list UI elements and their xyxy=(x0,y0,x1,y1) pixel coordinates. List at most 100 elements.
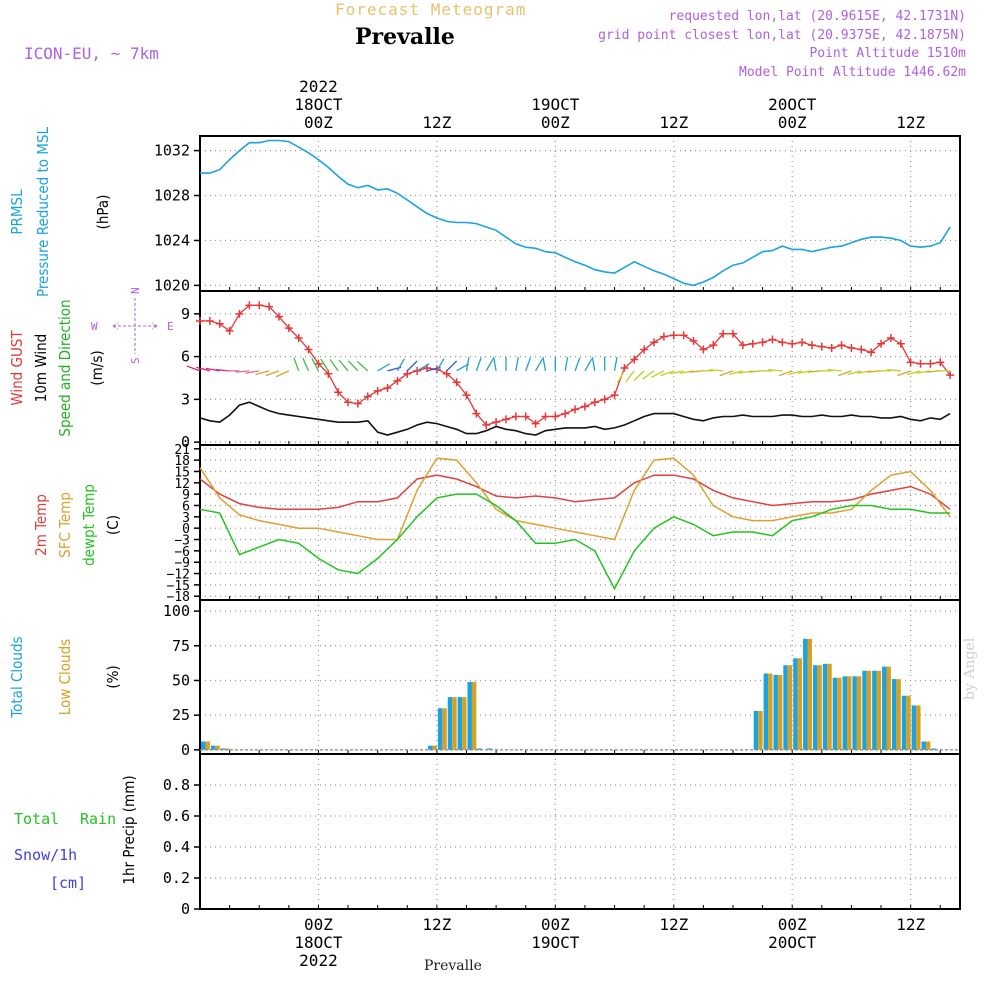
wind-direction-arrow xyxy=(347,360,359,372)
panel-frame xyxy=(199,753,961,910)
y-tick-label: 18 xyxy=(174,454,190,469)
wind-gust-point xyxy=(728,329,737,338)
time-label-top: 12Z xyxy=(896,113,925,132)
total-clouds-bar xyxy=(428,745,433,750)
wind-direction-arrow xyxy=(613,356,618,371)
total-clouds-bar xyxy=(921,741,926,750)
wind-gust-point xyxy=(886,334,895,343)
wind-gust-point xyxy=(393,376,402,385)
wind-gust-point xyxy=(196,316,204,325)
wind-gust-point xyxy=(906,358,915,367)
wind-gust-point xyxy=(768,335,777,344)
wind-gust-point xyxy=(245,301,254,310)
total-clouds-bar xyxy=(477,748,482,750)
wind-unit: (m/s) xyxy=(88,350,106,385)
wind-gust-point xyxy=(472,409,481,418)
low-clouds-bar xyxy=(471,681,477,750)
wind-direction-arrow xyxy=(515,356,519,371)
wind-direction-arrow xyxy=(709,368,724,372)
wind-direction-arrow xyxy=(338,359,349,372)
wind-gust-point xyxy=(709,341,718,350)
low-clouds-bar xyxy=(452,697,457,750)
time-label-top: 12Z xyxy=(422,113,451,132)
pressure-unit: (hPa) xyxy=(94,195,112,230)
total-clouds-label: Total Clouds xyxy=(8,636,26,718)
low-clouds-bar xyxy=(797,658,803,750)
low-clouds-bar xyxy=(856,676,862,750)
panel-frame xyxy=(199,444,961,601)
meteogram-title: Forecast Meteogram xyxy=(335,0,527,19)
y-tick-label: 25 xyxy=(172,706,190,724)
y-tick-label: 75 xyxy=(172,637,190,655)
dewpoint-line xyxy=(199,493,951,591)
wind-gust-point xyxy=(561,409,570,418)
low-clouds-bar xyxy=(827,663,832,750)
total-clouds-bar xyxy=(872,670,877,750)
pressure-label: PRMSL xyxy=(8,189,26,235)
y-tick-label: −15 xyxy=(167,579,190,594)
wind-speed-label: Speed and Direction xyxy=(56,299,74,436)
wind-gust-point xyxy=(344,398,353,407)
y-tick-label: 1032 xyxy=(154,142,190,160)
wind-direction-arrow xyxy=(616,370,625,384)
snow-unit-label: [cm] xyxy=(50,874,86,892)
total-clouds-bar xyxy=(447,697,453,750)
total-clouds-bar xyxy=(793,658,798,750)
wind-direction-arrow xyxy=(446,360,458,372)
wind-gust-point xyxy=(590,398,599,407)
total-clouds-bar xyxy=(832,677,838,750)
time-label-bottom: 18OCT xyxy=(294,933,343,952)
wind-direction-arrow xyxy=(788,370,803,376)
wind-gust-point xyxy=(205,316,214,325)
wind-gust-point xyxy=(294,334,303,343)
total-clouds-bar xyxy=(783,665,788,750)
wind-gust-point xyxy=(482,421,491,430)
wind-direction-arrow xyxy=(535,358,544,372)
wind-direction-arrow xyxy=(293,357,300,372)
wind-gust-point xyxy=(324,369,333,378)
wind-gust-point xyxy=(630,355,639,364)
wind-gust-point xyxy=(551,412,560,421)
time-label-bottom: 12Z xyxy=(896,915,925,934)
compass-s: S xyxy=(129,357,142,364)
total-clouds-bar xyxy=(891,679,897,750)
wind-gust-point xyxy=(699,345,708,354)
wind-gust-point xyxy=(442,369,451,378)
y-tick-label: 0 xyxy=(181,900,190,918)
wind-direction-arrow xyxy=(465,356,470,371)
y-tick-label: 0.8 xyxy=(163,776,190,794)
total-clouds-bar xyxy=(803,638,808,750)
footer-location: Prevalle xyxy=(424,958,482,974)
low-clouds-bar xyxy=(916,705,921,750)
time-label-bottom: 00Z xyxy=(778,915,807,934)
wind-gust-point xyxy=(284,324,293,333)
wind-direction-arrow xyxy=(525,357,532,372)
compass-e: E xyxy=(167,320,174,333)
low-clouds-bar xyxy=(768,673,773,750)
wind-direction-arrow xyxy=(493,356,497,371)
low-clouds-bar xyxy=(215,745,220,750)
wind-gust-point xyxy=(452,378,461,387)
low-clouds-bar xyxy=(886,666,891,750)
wind-direction-arrow xyxy=(798,370,813,374)
wind-gust-point xyxy=(778,338,787,347)
temp-2m-line xyxy=(199,474,951,511)
time-label-top: 00Z xyxy=(304,113,333,132)
y-tick-label: −9 xyxy=(174,556,190,571)
wind-direction-arrow xyxy=(396,358,405,372)
wind-gust-point xyxy=(837,341,846,350)
time-label-top: 12Z xyxy=(659,113,688,132)
time-label-top: 2022 xyxy=(299,77,338,96)
wind-gust-label: Wind GUST xyxy=(8,330,26,406)
total-clouds-bar xyxy=(753,710,759,750)
y-tick-label: 0.6 xyxy=(163,807,190,825)
time-label-bottom: 00Z xyxy=(541,915,570,934)
wind-direction-arrow xyxy=(886,368,901,372)
y-tick-label: 6 xyxy=(181,348,190,366)
wind-gust-point xyxy=(403,369,412,378)
low-clouds-bar xyxy=(807,638,812,750)
y-tick-label: 1028 xyxy=(154,187,190,205)
time-label-top: 00Z xyxy=(778,113,807,132)
wind-direction-arrow xyxy=(916,370,931,374)
y-tick-label: 0.2 xyxy=(163,869,190,887)
